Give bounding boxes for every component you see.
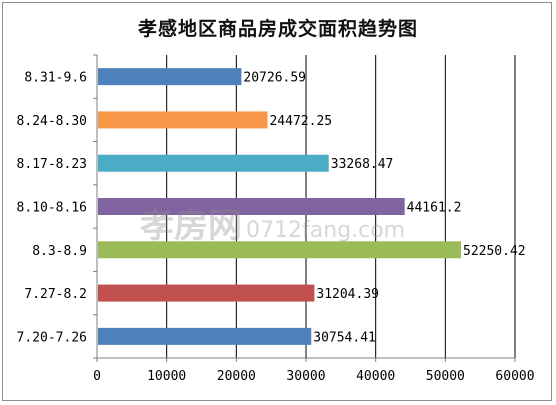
x-tick-label-3: 30000 [286, 369, 325, 384]
value-label-4: 52250.42 [463, 244, 526, 259]
chart-title: 孝感地区商品房成交面积趋势图 [137, 18, 418, 40]
x-tick-label-2: 20000 [217, 369, 256, 384]
bar-4 [98, 241, 462, 259]
bar-3 [98, 198, 405, 215]
category-label-1: 8.24-8.30 [17, 114, 87, 129]
value-label-2: 33268.47 [331, 157, 394, 172]
watermark-brand: 孝房网 [140, 206, 242, 246]
bar-2 [98, 154, 329, 172]
value-label-6: 30754.41 [313, 330, 376, 345]
x-tick-label-4: 40000 [356, 369, 395, 384]
x-tick-label-5: 50000 [426, 369, 465, 384]
value-label-3: 44161.2 [407, 201, 462, 216]
category-label-4: 8.3-8.9 [32, 244, 87, 259]
category-label-2: 8.17-8.23 [17, 157, 87, 172]
category-label-0: 8.31-9.6 [24, 71, 87, 86]
value-label-1: 24472.25 [269, 114, 332, 129]
value-label-5: 31204.39 [316, 287, 379, 302]
category-label-5: 7.27-8.2 [24, 287, 87, 302]
bar-6 [98, 327, 312, 345]
category-label-3: 8.10-8.16 [17, 201, 87, 216]
watermark-url: 0712fang.com [246, 218, 406, 243]
bar-0 [98, 68, 242, 86]
category-label-6: 7.20-7.26 [17, 330, 87, 345]
x-tick-label-6: 60000 [495, 369, 534, 384]
value-label-0: 20726.59 [243, 71, 306, 86]
x-tick-label-1: 10000 [147, 369, 186, 384]
bar-1 [98, 111, 268, 129]
x-tick-label-0: 0 [93, 369, 101, 384]
watermark: 孝房网 0712fang.com [140, 198, 405, 247]
bar-5 [98, 284, 315, 302]
